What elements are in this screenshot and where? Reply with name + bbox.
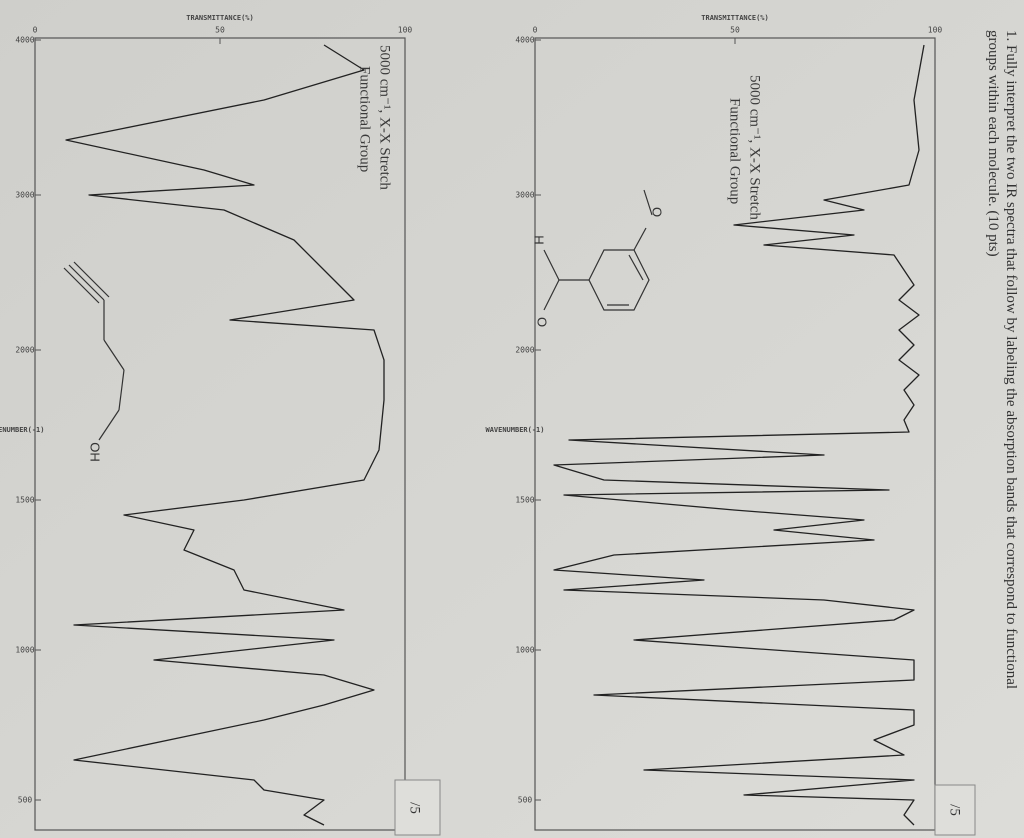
x-tick-label: 1500	[515, 496, 534, 505]
x-tick-label: 1000	[515, 646, 534, 655]
x-tick-label: 2000	[15, 346, 34, 355]
molecule: O O H	[532, 189, 665, 327]
y-tick-label: 50	[730, 26, 740, 35]
x-tick-label: 1000	[15, 646, 34, 655]
atom-label: H	[532, 235, 547, 244]
y-tick-label: 0	[33, 26, 38, 35]
x-tick-label: 2000	[515, 346, 534, 355]
annotation: 5000 cm⁻¹, X-X Stretch	[377, 45, 393, 190]
spectrum-trace	[65, 44, 385, 826]
x-tick-label: 4000	[515, 36, 534, 45]
bond	[63, 267, 100, 304]
atom-label: OH	[88, 442, 103, 462]
annotation: Functional Group	[357, 66, 373, 172]
annotation: Functional Group	[727, 98, 743, 204]
y-tick-label: 50	[215, 26, 225, 35]
score: /5	[407, 802, 423, 814]
atom-label: O	[535, 317, 550, 327]
bond	[633, 227, 647, 251]
y-axis-label: TRANSMITTANCE(%)	[186, 14, 253, 22]
x-axis-label: WAVENUMBER(-1)	[0, 426, 45, 434]
annotation: 5000 cm⁻¹, X-X Stretch	[747, 75, 763, 220]
bond	[68, 264, 105, 301]
bond	[118, 369, 125, 411]
rotated-page: 1. Fully interpret the two IR spectra th…	[0, 14, 1019, 836]
x-axis-label: WAVENUMBER(-1)	[485, 426, 544, 434]
score: /5	[947, 804, 963, 816]
y-tick-label: 100	[928, 26, 943, 35]
bond	[543, 279, 560, 311]
atom-label: O	[650, 207, 665, 217]
x-tick-label: 4000	[15, 36, 34, 45]
bond	[628, 254, 644, 281]
molecule: OH	[63, 261, 125, 462]
bond	[73, 261, 110, 298]
bond	[103, 339, 125, 371]
score-box	[934, 784, 976, 836]
bond	[643, 189, 653, 216]
question-line: 1. Fully interpret the two IR spectra th…	[985, 30, 1019, 689]
x-tick-label: 500	[18, 796, 33, 805]
spectrum-trace	[553, 44, 925, 826]
y-tick-label: 100	[398, 26, 413, 35]
ring	[588, 249, 650, 311]
x-tick-label: 3000	[515, 191, 534, 200]
y-axis-label: TRANSMITTANCE(%)	[701, 14, 768, 22]
bond	[543, 249, 560, 281]
x-tick-label: 3000	[15, 191, 34, 200]
x-tick-label: 1500	[15, 496, 34, 505]
score-box	[394, 779, 441, 836]
y-tick-label: 0	[533, 26, 538, 35]
bond	[98, 409, 120, 441]
x-tick-label: 500	[518, 796, 533, 805]
